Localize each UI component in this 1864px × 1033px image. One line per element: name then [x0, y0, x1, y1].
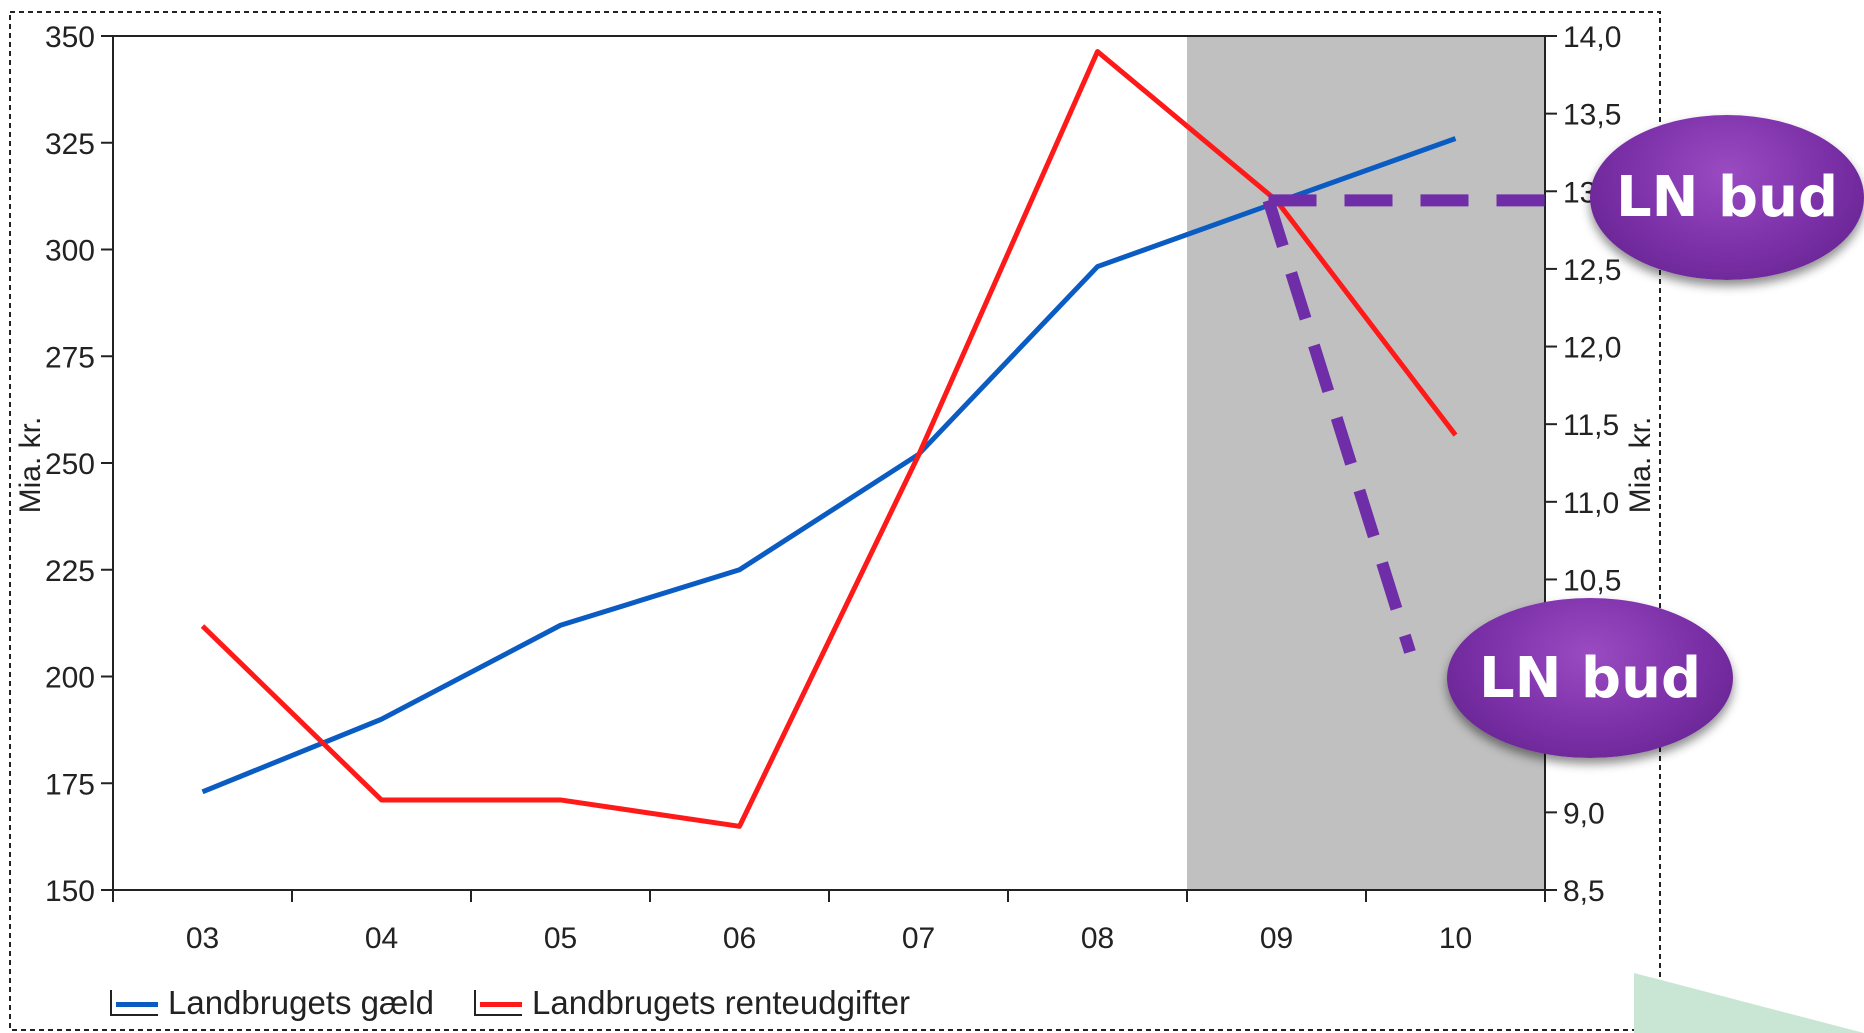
right-axis-tick-label: 10,5 [1563, 564, 1621, 597]
chart-frame [9, 11, 1661, 1031]
right-axis-tick-label: 12,0 [1563, 332, 1621, 365]
ln-bud-bubble-bottom: LN bud [1447, 598, 1733, 758]
right-axis-label: Mia. kr. [1624, 417, 1657, 514]
series-line-interest [200, 49, 1458, 829]
left-axis-label: Mia. kr. [14, 417, 47, 514]
ln-bud-bubble-bottom-label: LN bud [1478, 645, 1702, 711]
right-axis-tick-label: 12,5 [1563, 254, 1621, 287]
left-axis-tick-label: 300 [45, 235, 95, 268]
left-axis-tick-label: 250 [45, 448, 95, 481]
x-axis-tick-label: 08 [1081, 922, 1114, 955]
series-line-debt [201, 136, 1457, 795]
x-axis-tick-label: 04 [365, 922, 398, 955]
left-axis-tick-label: 200 [45, 662, 95, 695]
legend: Landbrugets gæld Landbrugets renteudgift… [110, 984, 910, 1022]
ln-bud-bubble-top: LN bud [1590, 115, 1864, 280]
x-axis-tick-label: 03 [186, 922, 219, 955]
left-axis-tick-label: 225 [45, 555, 95, 588]
left-axis-tick-label: 150 [45, 875, 95, 908]
legend-swatch-debt [110, 990, 158, 1016]
right-axis-tick-label: 8,5 [1563, 875, 1605, 908]
right-axis-tick-label: 14,0 [1563, 21, 1621, 54]
x-axis-tick-label: 10 [1439, 922, 1472, 955]
x-axis-tick-label: 06 [723, 922, 756, 955]
right-axis-tick-label: 11,5 [1563, 409, 1619, 442]
legend-item-interest: Landbrugets renteudgifter [474, 984, 910, 1022]
right-axis-tick-label: 11,0 [1563, 487, 1619, 520]
left-axis-tick-label: 325 [45, 128, 95, 161]
legend-label-interest: Landbrugets renteudgifter [532, 984, 910, 1021]
shaded-forecast-region [1187, 36, 1545, 890]
x-axis-tick-label: 09 [1260, 922, 1293, 955]
left-axis-tick-label: 350 [45, 21, 95, 54]
ln-bud-bubble-top-label: LN bud [1615, 165, 1839, 230]
legend-label-debt: Landbrugets gæld [168, 984, 435, 1021]
left-axis-tick-label: 175 [45, 768, 95, 801]
legend-item-debt: Landbrugets gæld [110, 984, 434, 1022]
right-axis-tick-label: 9,0 [1563, 797, 1605, 830]
left-axis-tick-label: 275 [45, 341, 95, 374]
legend-swatch-interest [474, 990, 523, 1016]
x-axis-tick-label: 05 [544, 922, 577, 955]
x-axis-tick-label: 07 [902, 922, 935, 955]
annotation-dashed-line-diagonal [1262, 198, 1416, 654]
right-axis-tick-label: 13,5 [1563, 99, 1621, 132]
